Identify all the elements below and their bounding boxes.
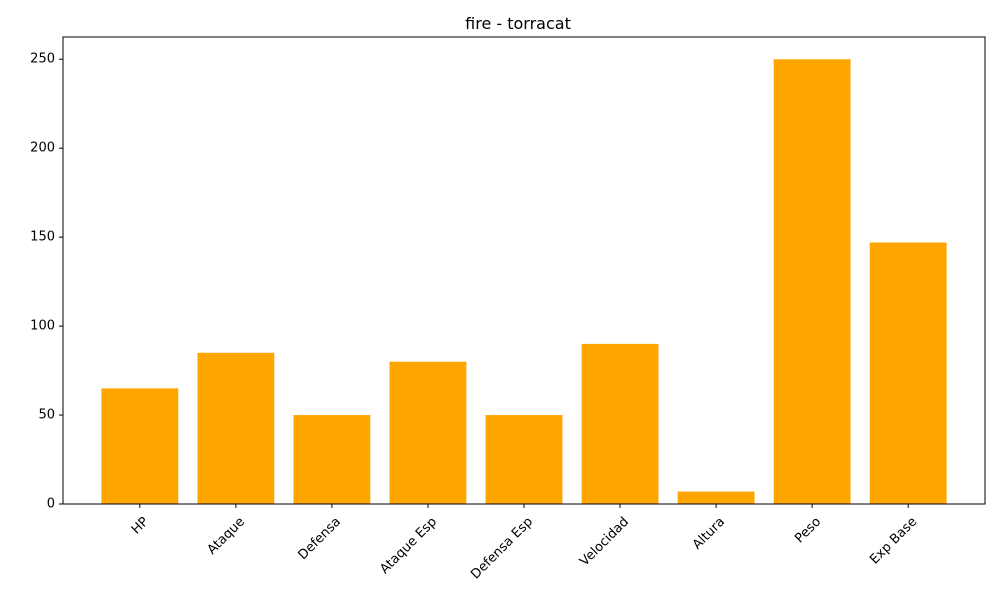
y-tick-label: 150 — [30, 230, 55, 245]
y-tick-label: 200 — [30, 141, 55, 156]
bar-hp — [101, 388, 179, 504]
bar-velocidad — [581, 343, 659, 504]
y-tick-label: 50 — [38, 408, 55, 423]
chart-title: fire - torracat — [465, 14, 571, 33]
bar-ataque — [197, 352, 275, 504]
y-tick-label: 250 — [30, 52, 55, 67]
y-tick-label: 100 — [30, 319, 55, 334]
bar-ataque-esp — [389, 361, 467, 504]
bars-group — [101, 59, 947, 505]
bar-peso — [773, 59, 851, 505]
bar-defensa — [293, 415, 371, 504]
plot-frame — [62, 36, 986, 505]
bar-altura — [677, 491, 755, 504]
bar-exp-base — [869, 242, 947, 505]
y-tick-label: 0 — [47, 497, 55, 512]
bar-defensa-esp — [485, 415, 563, 504]
y-axis: 0 50 100 150 200 250 — [30, 52, 63, 512]
